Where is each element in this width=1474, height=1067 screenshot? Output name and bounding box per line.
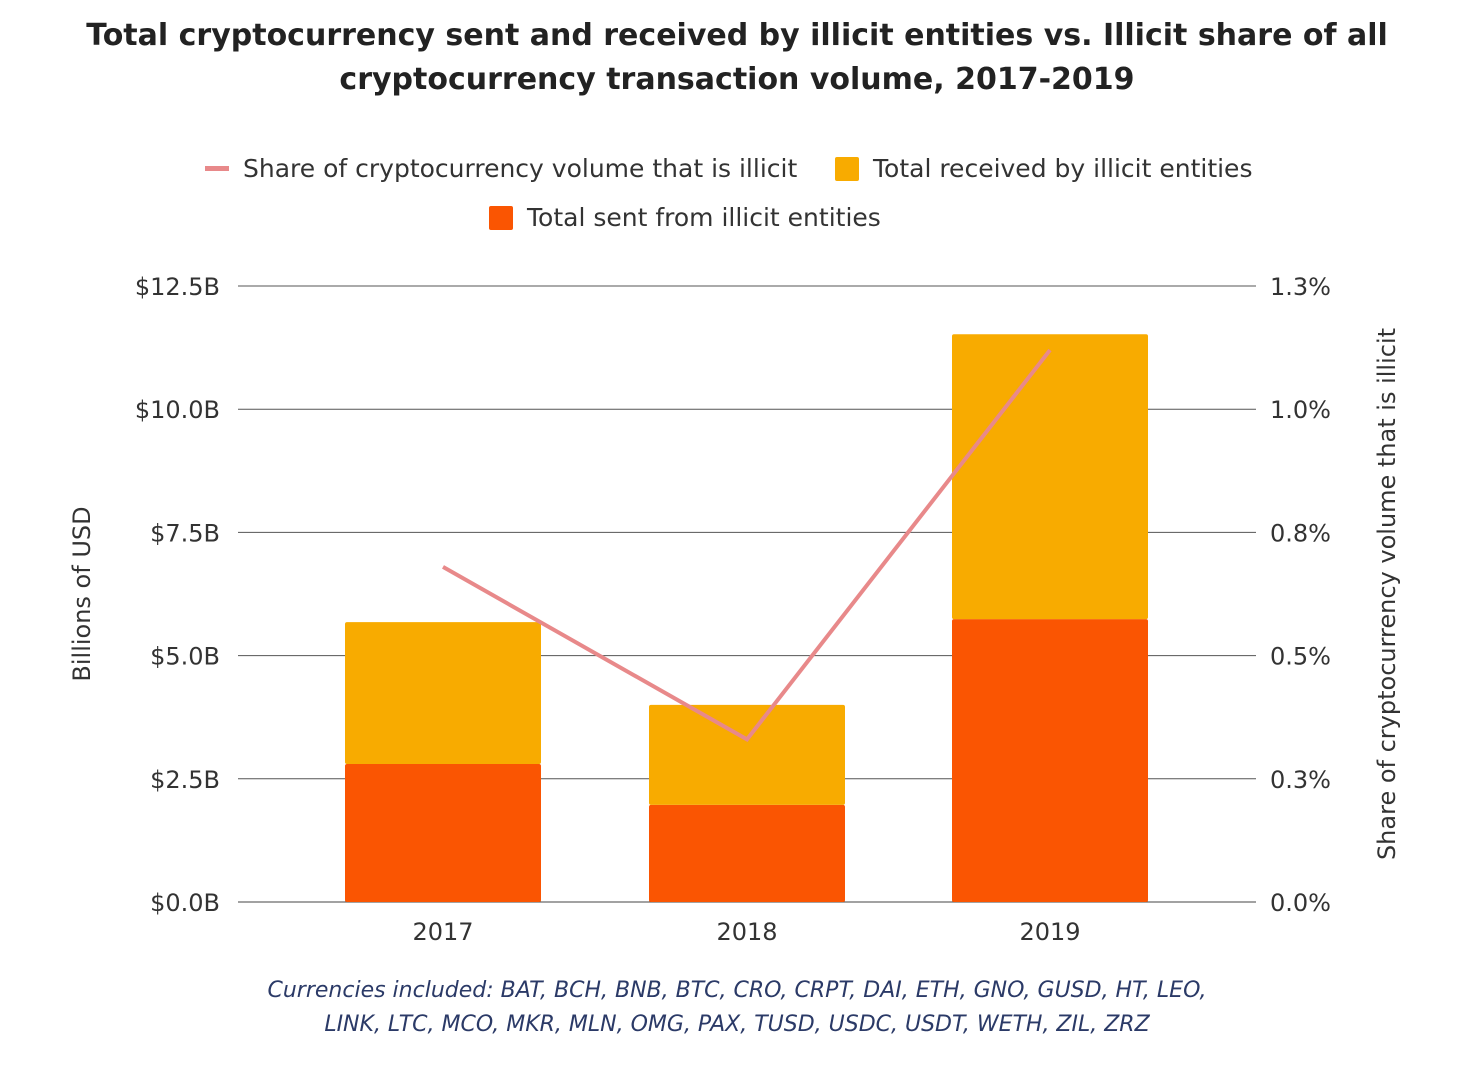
bar-2019-total-received-by-illicit-entities (952, 334, 1148, 620)
title-line-2: cryptocurrency transaction volume, 2017-… (339, 62, 1135, 97)
y-axis-label: Billions of USD (68, 506, 96, 681)
footnote: Currencies included: BAT, BCH, BNB, BTC,… (0, 974, 1474, 1042)
x-tick-label: 2019 (1019, 918, 1080, 946)
x-tick-label: 2017 (412, 918, 473, 946)
legend-line-swatch (205, 166, 229, 171)
y-tick-label: $2.5B (150, 766, 220, 794)
title-line-1: Total cryptocurrency sent and received b… (86, 18, 1388, 53)
legend-label: Total sent from illicit entities (527, 203, 881, 232)
y-tick-label: $12.5B (135, 273, 220, 301)
x-tick-label: 2018 (716, 918, 777, 946)
y2-tick-label: 0.5% (1270, 643, 1331, 671)
legend-label: Total received by illicit entities (873, 154, 1253, 183)
legend-item-share: Share of cryptocurrency volume that is i… (205, 154, 797, 183)
bar-2019-total-sent-from-illicit-entities (952, 619, 1148, 902)
footnote-line-1: Currencies included: BAT, BCH, BNB, BTC,… (267, 978, 1207, 1003)
legend-swatch (835, 156, 859, 181)
bar-2018-total-sent-from-illicit-entities (649, 804, 845, 902)
legend-swatch (489, 205, 513, 230)
y2-tick-label: 1.0% (1270, 396, 1331, 424)
y-tick-label: $0.0B (150, 889, 220, 917)
y2-tick-label: 0.8% (1270, 519, 1331, 547)
y2-tick-label: 0.3% (1270, 766, 1331, 794)
y-tick-label: $7.5B (150, 519, 220, 547)
y2-tick-label: 0.0% (1270, 889, 1331, 917)
legend-item-received: Total received by illicit entities (835, 154, 1252, 183)
chart-title: Total cryptocurrency sent and received b… (0, 14, 1474, 102)
bar-2018-total-received-by-illicit-entities (649, 704, 845, 805)
bar-2017-total-sent-from-illicit-entities (345, 764, 541, 902)
bar-2017-total-received-by-illicit-entities (345, 622, 541, 765)
y2-axis-label: Share of cryptocurrency volume that is i… (1373, 328, 1401, 860)
legend-item-sent: Total sent from illicit entities (489, 203, 881, 232)
y-tick-label: $5.0B (150, 643, 220, 671)
y-tick-label: $10.0B (135, 396, 220, 424)
y2-tick-label: 1.3% (1270, 273, 1331, 301)
legend-label: Share of cryptocurrency volume that is i… (243, 154, 798, 183)
footnote-line-2: LINK, LTC, MCO, MKR, MLN, OMG, PAX, TUSD… (324, 1012, 1150, 1037)
